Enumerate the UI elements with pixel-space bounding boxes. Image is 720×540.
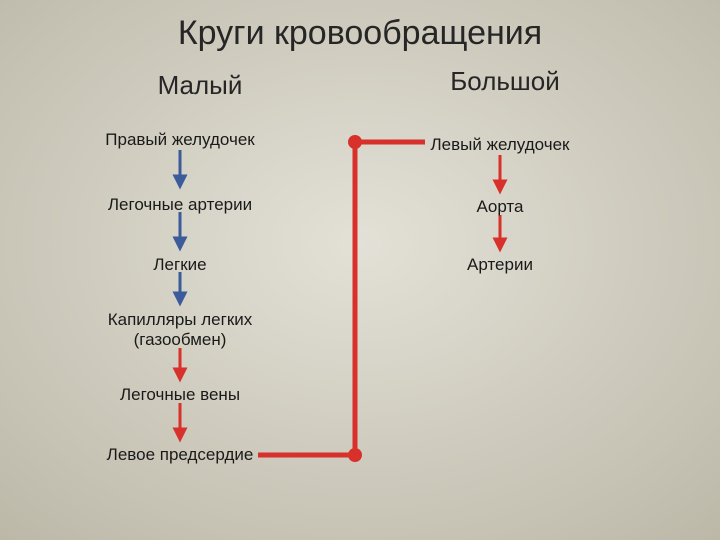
right-node-m2: Аорта — [477, 197, 524, 217]
left-node-n3: Легкие — [153, 255, 206, 275]
left-node-n2: Легочные артерии — [108, 195, 252, 215]
left-node-n6: Левое предсердие — [107, 445, 254, 465]
subtitle-right: Большой — [450, 66, 560, 97]
connector-path — [258, 142, 425, 455]
left-node-n5: Легочные вены — [120, 385, 240, 405]
main-title: Круги кровообращения — [178, 14, 542, 53]
left-node-n1: Правый желудочек — [105, 130, 254, 150]
left-node-n4: Капилляры легких (газообмен) — [108, 310, 253, 350]
connector-group — [258, 135, 425, 462]
right-node-m3: Артерии — [467, 255, 533, 275]
diagram-stage: Круги кровообращения Малый Большой Правы… — [0, 0, 720, 540]
subtitle-left: Малый — [158, 70, 243, 101]
connector-dot-top — [348, 135, 362, 149]
right-node-m1: Левый желудочек — [431, 135, 570, 155]
connector-dot-bottom — [348, 448, 362, 462]
